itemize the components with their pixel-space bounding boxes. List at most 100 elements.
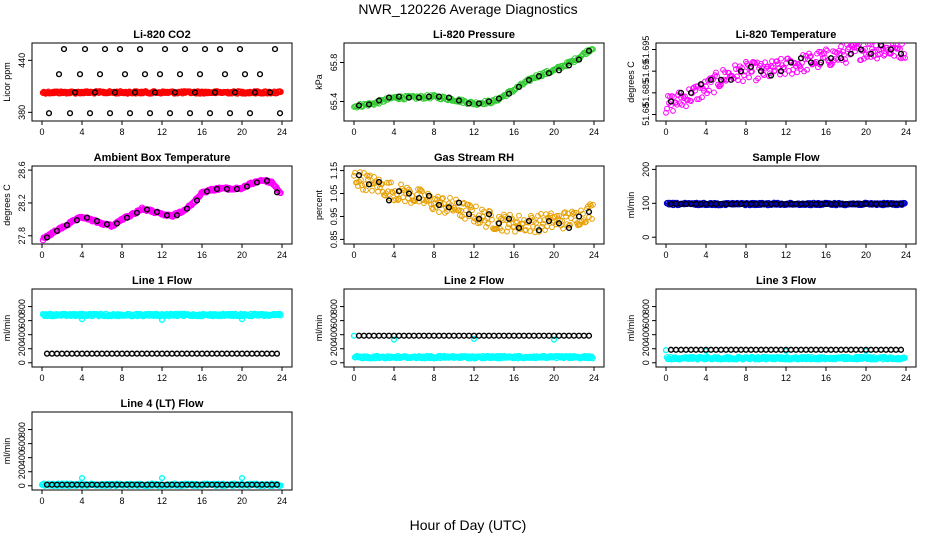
data-point [158,350,166,357]
data-point [742,346,750,353]
data-point [462,215,468,222]
data-point [181,45,189,53]
x-tick-label: 12 [781,250,791,260]
data-point [439,195,445,202]
data-point [832,346,840,353]
data-point [108,350,116,357]
data-point [485,332,493,339]
data-point [692,346,700,353]
y-tick-label: 27.8 [17,227,27,245]
x-tick-label: 16 [821,250,831,260]
data-point [580,332,588,339]
data-point [277,482,284,489]
data-point [465,211,473,218]
data-point [128,350,136,357]
data-point [823,46,829,53]
y-tick-label: 600 [329,313,339,328]
x-tick-label: 8 [431,373,436,383]
x-tick-label: 20 [549,373,559,383]
data-point [263,177,271,184]
x-tick-label: 0 [351,250,356,260]
y-axis-label: ml/min [626,315,636,342]
data-point [797,55,805,62]
data-point [535,73,543,80]
panel-6: Sample Flow ml/min 0 4 8 12 16 20 24 0 100 200 [626,152,917,260]
data-point [188,350,196,357]
data-point [178,350,186,357]
data-point [118,350,126,357]
data-point [573,209,579,216]
data-point [276,110,284,117]
data-point [877,346,885,353]
data-point [183,350,191,357]
data-point [385,94,393,101]
data-point [717,346,725,353]
data-point [268,350,276,357]
data-point [450,332,458,339]
x-tick-label: 20 [237,496,247,506]
x-tick-label: 8 [743,250,748,260]
panel-title: Line 4 (LT) Flow [121,398,204,410]
x-tick-label: 8 [743,373,748,383]
data-point [897,200,905,208]
data-point [565,62,573,69]
y-tick-label: 200 [641,162,651,177]
data-point [395,188,403,195]
data-point [365,101,373,108]
panel-title: Ambient Box Temperature [94,152,231,164]
data-point [667,98,675,105]
x-axis-title: Hour of Day (UTC) [409,517,527,533]
panel-7: Line 1 Flow ml/min 0 4 8 12 16 20 24 0 20040060080… [2,275,293,383]
data-point [706,87,712,94]
data-point [68,350,76,357]
x-tick-label: 16 [197,373,207,383]
x-tick-label: 8 [119,250,124,260]
data-point [158,474,166,482]
y-tick-label: 600 [641,313,651,328]
x-tick-label: 20 [237,250,247,260]
data-layer [39,176,284,244]
data-point [350,332,358,339]
data-point [546,215,552,222]
data-point [400,332,408,339]
data-point [106,110,114,117]
data-layer [662,346,908,363]
data-point [375,97,383,104]
data-point [231,89,239,96]
data-point [772,346,780,353]
data-point [221,71,229,78]
data-point [430,332,438,339]
data-point [60,45,68,53]
data-point [425,192,433,199]
data-point [817,346,825,353]
plot-frame [31,411,293,491]
data-point [516,212,522,219]
data-point [751,59,757,66]
data-point [857,346,865,353]
data-point [843,59,849,66]
data-point [838,43,844,50]
data-point [365,181,373,188]
data-point [737,346,745,353]
data-point [402,198,408,205]
y-tick-label: 51.695 [641,36,651,64]
data-point [113,220,121,227]
data-point [873,43,879,49]
y-axis-label: degrees C [626,61,636,103]
data-point [76,71,84,78]
data-point [697,85,703,91]
panel-8: Line 2 Flow ml/min 0 4 8 12 16 20 24 0 20040060080… [314,275,605,383]
data-point [554,212,560,219]
data-point [677,89,685,96]
data-layer [663,43,908,116]
data-point [722,69,728,76]
data-point [548,210,554,217]
data-point [213,350,221,357]
y-tick-label: 600 [17,313,27,328]
data-point [233,350,241,357]
data-point [741,72,747,79]
panel-1: Li-820 CO2 Licor ppm 0 4 8 12 16 20 24 380 440 [2,29,293,137]
x-tick-label: 0 [39,250,44,260]
data-point [193,197,201,204]
data-point [389,188,395,195]
